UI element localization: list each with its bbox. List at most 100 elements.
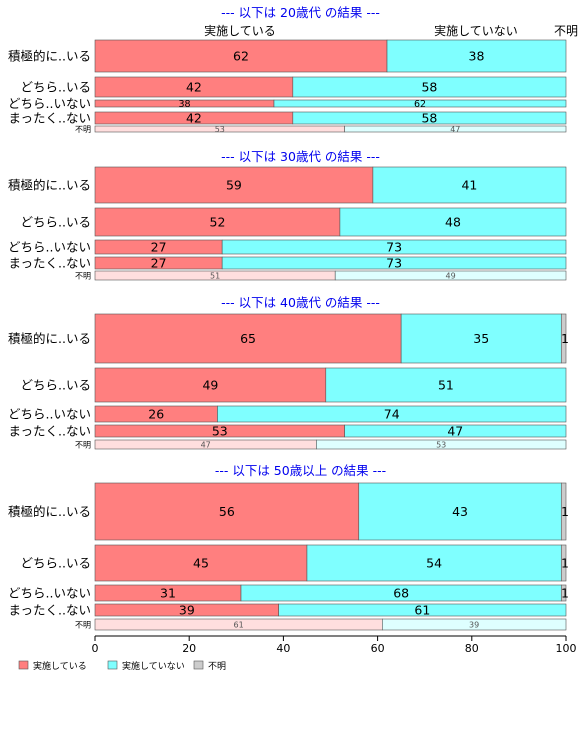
data-label: 43	[452, 504, 468, 519]
data-label: 73	[386, 256, 402, 271]
bar-row: まったく..ない 42 58	[9, 111, 567, 126]
data-label: 42	[186, 111, 202, 126]
data-label: 61	[414, 603, 430, 618]
bar-row: まったく..ない 27 73	[9, 256, 567, 271]
data-label: 61	[234, 620, 244, 629]
data-label: 68	[393, 586, 409, 601]
data-label: 42	[186, 80, 202, 95]
bar-segment	[292, 111, 567, 125]
row-label: 積極的に..いる	[8, 49, 91, 64]
data-label: 47	[201, 440, 211, 449]
row-label: どちら..いない	[8, 240, 91, 255]
bar-row: どちら..いる 42 58	[21, 76, 567, 98]
bar-segment	[372, 166, 567, 204]
row-label: どちら..いる	[21, 215, 91, 230]
data-label: 51	[210, 271, 220, 280]
data-label: 56	[219, 504, 235, 519]
row-label: まったく..ない	[9, 256, 91, 271]
bar-segment	[560, 313, 567, 364]
data-label: 1	[561, 556, 569, 571]
bar-segment	[334, 270, 567, 281]
bar-row: どちら..いない 27 73	[8, 240, 567, 255]
top-labels: 実施している 実施していない 不明	[204, 23, 578, 38]
bar-row: 積極的に..いる 59 41	[8, 166, 567, 204]
bar-segment	[94, 166, 374, 204]
bar-segment	[344, 424, 567, 438]
bar-row: 不明 53 47	[75, 125, 567, 134]
data-label: 47	[447, 424, 463, 439]
bar-segment	[339, 207, 567, 237]
bar-segment	[382, 618, 567, 631]
data-label: 65	[240, 331, 256, 346]
bar-row: 積極的に..いる 65 35 1	[8, 313, 569, 364]
data-label: 74	[384, 407, 400, 422]
data-label: 38	[469, 49, 485, 64]
bar-row: 積極的に..いる 56 43 1	[8, 482, 569, 541]
data-label: 27	[151, 256, 167, 271]
data-label: 41	[461, 178, 477, 193]
data-label: 45	[193, 556, 209, 571]
x-tick-label: 100	[556, 642, 577, 655]
row-label: 不明	[75, 441, 91, 450]
bar-row: 不明 47 53	[75, 439, 567, 450]
panel-title: --- 以下は 40歳代 の結果 ---	[221, 295, 380, 310]
row-label: どちら..いない	[8, 586, 91, 601]
data-label: 1	[561, 331, 569, 346]
bar-row: 積極的に..いる 62 38	[8, 39, 567, 73]
row-label: まったく..ない	[9, 603, 91, 618]
legend: 実施している 実施していない 不明	[18, 660, 226, 672]
row-label: 積極的に..いる	[8, 504, 91, 519]
panel-title: --- 以下は 20歳代 の結果 ---	[221, 5, 380, 20]
bar-row: どちら..いる 52 48	[21, 207, 567, 237]
panel-title: --- 以下は 50歳以上 の結果 ---	[215, 463, 386, 478]
data-label: 39	[179, 603, 195, 618]
bar-segment	[94, 367, 327, 403]
bar-row: どちら..いない 26 74	[8, 405, 567, 423]
data-label: 53	[436, 440, 446, 449]
x-tick-label: 0	[92, 642, 99, 655]
row-label: どちら..いる	[21, 556, 91, 571]
row-label: まったく..ない	[9, 111, 91, 126]
bar-segment	[217, 405, 567, 423]
data-label: 54	[426, 556, 442, 571]
row-label: どちら..いる	[21, 378, 91, 393]
data-label: 35	[473, 331, 489, 346]
data-label: 59	[226, 178, 242, 193]
panel-1: --- 以下は 30歳代 の結果 --- 積極的に..いる 59 41 どちら..いる 5…	[8, 149, 567, 281]
x-tick-label: 80	[465, 642, 479, 655]
legend-swatch	[193, 660, 204, 670]
chart-panels: --- 以下は 20歳代 の結果 --- 積極的に..いる 62 38 どちら..いる 4…	[8, 5, 569, 631]
data-label: 26	[148, 407, 164, 422]
x-axis: 0 20 40 60 80 100	[92, 635, 577, 655]
data-label: 58	[421, 111, 437, 126]
bar-row: 不明 61 39	[75, 618, 567, 631]
row-label: 積極的に..いる	[8, 178, 91, 193]
row-label: 積極的に..いる	[8, 331, 91, 346]
panel-2: --- 以下は 40歳代 の結果 --- 積極的に..いる 65 35 1 どちら..いる…	[8, 295, 569, 450]
bar-segment	[560, 584, 567, 602]
row-label: どちら..いない	[8, 407, 91, 422]
row-label: どちら..いる	[21, 80, 91, 95]
data-label: 58	[421, 80, 437, 95]
data-label: 27	[151, 240, 167, 255]
bar-row: まったく..ない 39 61	[9, 603, 567, 618]
bar-segment	[273, 99, 567, 108]
bar-row: どちら..いない 38 62	[8, 96, 567, 111]
data-label: 1	[561, 504, 569, 519]
bar-segment	[358, 482, 562, 541]
x-tick-label: 40	[276, 642, 290, 655]
bar-segment	[94, 482, 360, 541]
data-label: 31	[160, 586, 176, 601]
panel-3: --- 以下は 50歳以上 の結果 --- 積極的に..いる 56 43 1 どちら..い…	[8, 463, 569, 631]
bar-segment	[292, 76, 567, 98]
data-label: 49	[446, 271, 456, 280]
bar-row: 不明 51 49	[75, 270, 567, 281]
x-tick-label: 20	[182, 642, 196, 655]
data-label: 38	[178, 99, 190, 110]
panel-title: --- 以下は 30歳代 の結果 ---	[221, 149, 380, 164]
legend-label: 不明	[208, 661, 226, 672]
data-label: 62	[414, 99, 426, 110]
row-label: 不明	[75, 621, 91, 630]
top-label-0: 実施している	[204, 23, 276, 38]
bar-segment	[325, 367, 567, 403]
